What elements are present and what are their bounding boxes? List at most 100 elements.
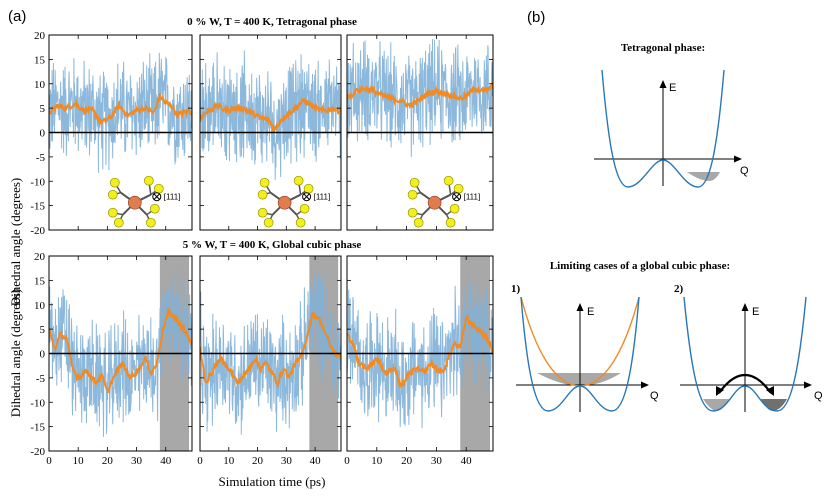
e-axis-arrow-2 — [741, 303, 749, 311]
y-tick-label: 20 — [34, 251, 46, 263]
ligand-atom — [144, 175, 154, 186]
y-tick-label: -10 — [30, 176, 45, 188]
e-axis-arrow-1 — [576, 303, 584, 311]
ligand-atom — [259, 177, 270, 188]
y-tick-label: -20 — [30, 446, 45, 458]
y-tick-label: 5 — [40, 103, 46, 115]
ligand-atom — [257, 189, 268, 200]
into-page-icon — [452, 192, 462, 202]
ligand-atom — [407, 207, 418, 218]
into-page-icon — [153, 193, 160, 200]
ligand-atom — [110, 177, 120, 188]
y-tick-label: 5 — [40, 324, 46, 336]
y-tick-label: -15 — [30, 201, 45, 213]
ligand-atom — [299, 203, 310, 214]
x-tick-label: 10 — [371, 455, 383, 467]
central-atom — [277, 195, 292, 210]
case-1-label: 1) — [511, 283, 521, 295]
double-well-curve — [601, 69, 725, 188]
schematic-case-2: 2) E Q — [674, 283, 823, 412]
into-page-icon — [453, 193, 460, 200]
y-axis-label-bottom: Dihedral angle (degrees) — [8, 289, 23, 418]
ligand-atom — [449, 203, 460, 214]
tetragonal-schematic-title: Tetragonal phase: — [621, 42, 705, 54]
x-tick-label: 0 — [344, 455, 350, 467]
y-tick-label: -20 — [30, 225, 45, 237]
schematic-case-1: 1) E Q — [511, 283, 659, 412]
molecule-inset: [111] — [407, 175, 481, 228]
ligand-atom — [453, 183, 464, 194]
y-tick-label: 15 — [34, 275, 46, 287]
row-title-tetragonal: 0 % W, T = 400 K, Tetragonal phase — [187, 16, 357, 28]
y-tick-label: 20 — [34, 30, 46, 42]
y-tick-label: -5 — [36, 152, 46, 164]
x-tick-label: 30 — [281, 455, 293, 467]
e-axis-label-2: E — [752, 306, 759, 318]
x-tick-label: 40 — [160, 455, 172, 467]
direction-label: [111] — [314, 193, 331, 202]
y-tick-label: 0 — [40, 349, 46, 361]
occupied-well-shade — [687, 172, 720, 181]
double-well-curve-2 — [683, 296, 807, 412]
ligand-atom — [295, 217, 306, 228]
x-tick-label: 20 — [252, 455, 264, 467]
y-tick-label: -10 — [30, 397, 45, 409]
hopping-arrow-right-head — [766, 386, 774, 396]
x-tick-label: 40 — [310, 455, 322, 467]
running-average-series — [49, 306, 192, 394]
x-tick-label: 20 — [102, 455, 114, 467]
case-2-label: 2) — [674, 283, 684, 295]
x-tick-label: 30 — [431, 455, 443, 467]
q-axis-label-1: Q — [650, 390, 659, 402]
y-axis-label-top: Dihedral angle (degrees) — [8, 178, 23, 307]
raw-angle-series — [347, 273, 493, 429]
y-tick-label: -15 — [30, 422, 45, 434]
hopping-arrow-left-head — [716, 386, 724, 396]
ligand-atom — [443, 175, 454, 186]
x-tick-label: 30 — [131, 455, 143, 467]
subplot-r0-c0: 20 15 10 5 0 -5 -10 -15 -20 [111] — [30, 30, 193, 237]
raw-angle-series — [49, 263, 192, 438]
ligand-atom — [108, 189, 118, 200]
direction-label: [111] — [164, 193, 181, 202]
e-axis-label: E — [669, 82, 676, 94]
running-average-series — [200, 96, 341, 132]
ligand-atom — [445, 217, 456, 228]
schematic-tetragonal: Tetragonal phase: E Q — [594, 42, 749, 188]
central-atom — [128, 195, 142, 210]
x-axis-label: Simulation time (ps) — [219, 474, 326, 489]
x-tick-label: 10 — [73, 455, 85, 467]
central-atom — [427, 195, 442, 210]
q-axis-label-2: Q — [814, 390, 823, 402]
ligand-atom — [303, 183, 314, 194]
x-tick-label: 10 — [223, 455, 235, 467]
y-tick-label: 15 — [34, 54, 46, 66]
molecule-inset: [111] — [257, 175, 331, 228]
ligand-atom — [154, 183, 164, 194]
ligand-atom — [293, 175, 304, 186]
y-tick-label: 10 — [34, 300, 46, 312]
ligand-atom — [413, 217, 424, 228]
into-page-icon — [302, 192, 312, 202]
subplot-r0-c2: [111] — [346, 34, 494, 231]
ligand-atom — [263, 217, 274, 228]
y-tick-label: -5 — [36, 373, 46, 385]
x-tick-label: 20 — [401, 455, 413, 467]
panel-label-a: (a) — [8, 8, 26, 25]
row-title-cubic: 5 % W, T = 400 K, Global cubic phase — [183, 239, 362, 251]
e-axis-label-1: E — [587, 306, 594, 318]
direction-label: [111] — [464, 193, 481, 202]
q-axis-arrow-1 — [641, 381, 649, 389]
ligand-atom — [108, 207, 118, 218]
harmonic-shade — [537, 373, 621, 386]
subplot-r1-c1: 0 10 20 30 40 — [197, 255, 342, 467]
ligand-atom — [114, 217, 124, 228]
raw-angle-series — [200, 273, 341, 435]
chart-grid: 20 15 10 5 0 -5 -10 -15 -20 [111] [111] [111] 20 15 10… — [30, 30, 494, 467]
hopping-arrow — [718, 374, 772, 394]
ligand-atom — [407, 189, 418, 200]
q-axis-arrow — [734, 155, 742, 163]
cubic-schematic-title: Limiting cases of a global cubic phase: — [550, 260, 730, 272]
molecule-inset: [111] — [108, 175, 181, 228]
